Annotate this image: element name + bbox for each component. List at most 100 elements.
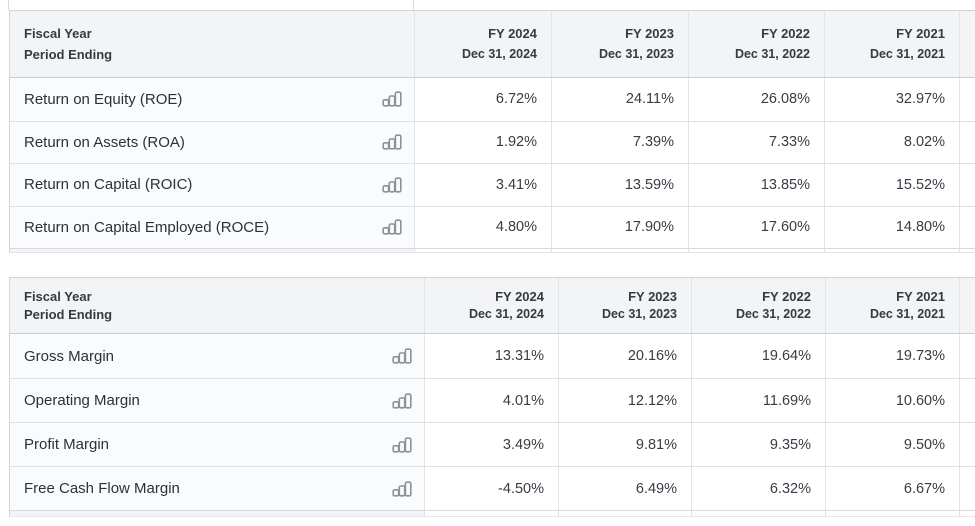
metric-value: 20.16% bbox=[558, 334, 691, 378]
metric-label-cell: Return on Equity (ROE) bbox=[10, 78, 414, 121]
metric-value: 24.11% bbox=[551, 78, 688, 121]
metric-value: 6.72% bbox=[414, 78, 551, 121]
clipped-cell bbox=[959, 164, 975, 206]
fy-label: FY 2021 bbox=[896, 26, 945, 42]
metric-label: Return on Assets (ROA) bbox=[24, 133, 185, 151]
period-date-label: Dec 31, 2024 bbox=[461, 47, 537, 62]
margins-table: Fiscal Year Period Ending FY 2024 Dec 31… bbox=[9, 277, 975, 517]
cropped-cell bbox=[825, 511, 959, 516]
fy-label: FY 2021 bbox=[896, 289, 945, 305]
cropped-cell bbox=[959, 511, 975, 516]
column-header-fy2021: FY 2021 Dec 31, 2021 bbox=[824, 11, 959, 77]
cropped-next-row bbox=[10, 248, 975, 253]
table-row-roe: Return on Equity (ROE) 6.72% 24.11% 26.0… bbox=[10, 78, 975, 121]
cropped-cell bbox=[551, 249, 688, 252]
cropped-cell bbox=[824, 249, 959, 252]
table-row-fcf-margin: Free Cash Flow Margin -4.50% 6.49% 6.32%… bbox=[10, 466, 975, 510]
metric-value: 19.73% bbox=[825, 334, 959, 378]
cropped-cell bbox=[959, 249, 975, 252]
metric-value: 7.33% bbox=[688, 121, 824, 163]
metric-label: Return on Equity (ROE) bbox=[24, 90, 183, 108]
metric-value: 3.41% bbox=[414, 164, 551, 206]
returns-table-header-row: Fiscal Year Period Ending FY 2024 Dec 31… bbox=[10, 11, 975, 78]
metric-value: 6.32% bbox=[691, 467, 825, 510]
metric-value: 8.02% bbox=[824, 121, 959, 163]
period-date-label: Dec 31, 2024 bbox=[468, 307, 544, 322]
metric-value: 17.90% bbox=[551, 206, 688, 248]
clipped-column-header bbox=[959, 278, 975, 333]
fiscal-year-label: Fiscal Year bbox=[24, 289, 92, 304]
metric-value: 17.60% bbox=[688, 206, 824, 248]
metric-value: 19.64% bbox=[691, 334, 825, 378]
metric-label-cell: Profit Margin bbox=[10, 423, 424, 466]
clipped-cell bbox=[959, 379, 975, 422]
bar-chart-icon[interactable] bbox=[381, 133, 403, 151]
period-date-label: Dec 31, 2021 bbox=[869, 47, 945, 62]
metric-label: Free Cash Flow Margin bbox=[24, 480, 180, 497]
period-ending-label: Period Ending bbox=[24, 47, 113, 62]
fy-label: FY 2024 bbox=[488, 26, 537, 42]
table-row-profit-margin: Profit Margin 3.49% 9.81% 9.35% 9.50% bbox=[10, 422, 975, 466]
metric-value: 14.80% bbox=[824, 206, 959, 248]
bar-chart-icon[interactable] bbox=[381, 90, 403, 108]
cropped-cell bbox=[688, 249, 824, 252]
metric-label: Return on Capital Employed (ROCE) bbox=[24, 218, 270, 236]
table-row-operating-margin: Operating Margin 4.01% 12.12% 11.69% 10.… bbox=[10, 378, 975, 422]
metric-value: 13.85% bbox=[688, 164, 824, 206]
clipped-cell bbox=[959, 206, 975, 248]
metric-value: 6.49% bbox=[558, 467, 691, 510]
fiscal-year-header-cell: Fiscal Year Period Ending bbox=[10, 11, 414, 77]
table-row-gross-margin: Gross Margin 13.31% 20.16% 19.64% 19.73% bbox=[10, 334, 975, 378]
cropped-cell bbox=[691, 511, 825, 516]
metric-value: 26.08% bbox=[688, 78, 824, 121]
margins-table-header-row: Fiscal Year Period Ending FY 2024 Dec 31… bbox=[10, 278, 975, 334]
metric-value: 4.01% bbox=[424, 379, 558, 422]
column-header-fy2024: FY 2024 Dec 31, 2024 bbox=[424, 278, 558, 333]
period-date-label: Dec 31, 2021 bbox=[869, 307, 945, 322]
cropped-cell bbox=[558, 511, 691, 516]
metric-label-cell: Free Cash Flow Margin bbox=[10, 467, 424, 510]
metric-label: Return on Capital (ROIC) bbox=[24, 176, 193, 194]
bar-chart-icon[interactable] bbox=[391, 392, 413, 410]
returns-table: Fiscal Year Period Ending FY 2024 Dec 31… bbox=[9, 10, 975, 253]
clipped-cell bbox=[959, 423, 975, 466]
cropped-cell bbox=[424, 511, 558, 516]
fy-label: FY 2022 bbox=[761, 26, 810, 42]
metric-label: Profit Margin bbox=[24, 436, 110, 453]
metric-label-cell: Return on Assets (ROA) bbox=[10, 121, 414, 163]
metric-value: 3.49% bbox=[424, 423, 558, 466]
metric-label: Gross Margin bbox=[24, 347, 115, 365]
bar-chart-icon[interactable] bbox=[391, 347, 413, 365]
period-date-label: Dec 31, 2023 bbox=[601, 307, 677, 322]
metric-value: 4.80% bbox=[414, 206, 551, 248]
metric-value: 9.81% bbox=[558, 423, 691, 466]
cropped-row-left-border bbox=[8, 0, 9, 10]
metric-value: 11.69% bbox=[691, 379, 825, 422]
column-header-fy2022: FY 2022 Dec 31, 2022 bbox=[688, 11, 824, 77]
metric-value: -4.50% bbox=[424, 467, 558, 510]
metric-value: 9.35% bbox=[691, 423, 825, 466]
metric-value: 15.52% bbox=[824, 164, 959, 206]
metric-label-cell: Return on Capital (ROIC) bbox=[10, 164, 414, 206]
metric-value: 9.50% bbox=[825, 423, 959, 466]
fy-label: FY 2022 bbox=[762, 289, 811, 305]
bar-chart-icon[interactable] bbox=[381, 218, 403, 236]
column-header-fy2022: FY 2022 Dec 31, 2022 bbox=[691, 278, 825, 333]
bar-chart-icon[interactable] bbox=[391, 436, 413, 454]
clipped-cell bbox=[959, 467, 975, 510]
metric-label-cell: Operating Margin bbox=[10, 379, 424, 422]
cropped-label-cell bbox=[10, 249, 414, 252]
clipped-cell bbox=[959, 78, 975, 121]
period-date-label: Dec 31, 2022 bbox=[734, 47, 810, 62]
metric-value: 6.67% bbox=[825, 467, 959, 510]
period-date-label: Dec 31, 2023 bbox=[598, 47, 674, 62]
metric-value: 13.31% bbox=[424, 334, 558, 378]
metric-label: Operating Margin bbox=[24, 392, 140, 409]
clipped-cell bbox=[959, 121, 975, 163]
bar-chart-icon[interactable] bbox=[381, 176, 403, 194]
metric-value: 1.92% bbox=[414, 121, 551, 163]
metric-value: 10.60% bbox=[825, 379, 959, 422]
column-header-fy2023: FY 2023 Dec 31, 2023 bbox=[551, 11, 688, 77]
table-row-roce: Return on Capital Employed (ROCE) 4.80% … bbox=[10, 205, 975, 248]
bar-chart-icon[interactable] bbox=[391, 480, 413, 498]
